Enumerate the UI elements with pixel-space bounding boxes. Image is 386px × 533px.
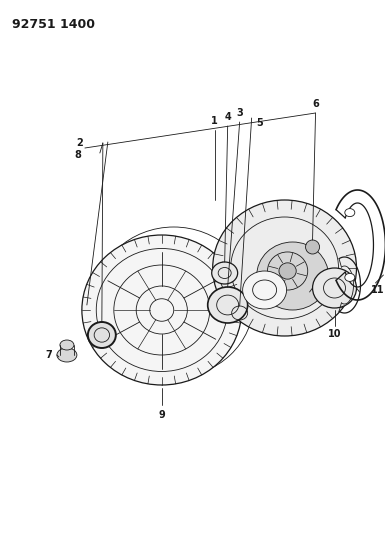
Text: 9: 9 <box>158 410 165 420</box>
Text: 2: 2 <box>76 138 83 148</box>
Ellipse shape <box>88 322 116 348</box>
Text: 10: 10 <box>328 329 341 339</box>
Ellipse shape <box>257 242 328 310</box>
Text: 5: 5 <box>256 118 263 128</box>
Ellipse shape <box>212 262 238 284</box>
Ellipse shape <box>243 271 286 309</box>
Ellipse shape <box>279 263 296 279</box>
Ellipse shape <box>306 240 320 254</box>
Text: 3: 3 <box>236 108 243 118</box>
Ellipse shape <box>57 348 77 362</box>
Text: 8: 8 <box>74 150 81 160</box>
Ellipse shape <box>345 273 355 281</box>
Text: 7: 7 <box>46 350 52 360</box>
Ellipse shape <box>208 287 248 323</box>
Ellipse shape <box>313 268 357 308</box>
Text: 4: 4 <box>224 112 231 122</box>
Ellipse shape <box>60 340 74 350</box>
Text: 92751 1400: 92751 1400 <box>12 18 95 31</box>
Text: 1: 1 <box>211 116 218 126</box>
Ellipse shape <box>213 200 357 336</box>
Ellipse shape <box>345 208 355 216</box>
Text: 11: 11 <box>371 285 384 295</box>
Ellipse shape <box>82 235 242 385</box>
Text: 6: 6 <box>312 99 319 109</box>
